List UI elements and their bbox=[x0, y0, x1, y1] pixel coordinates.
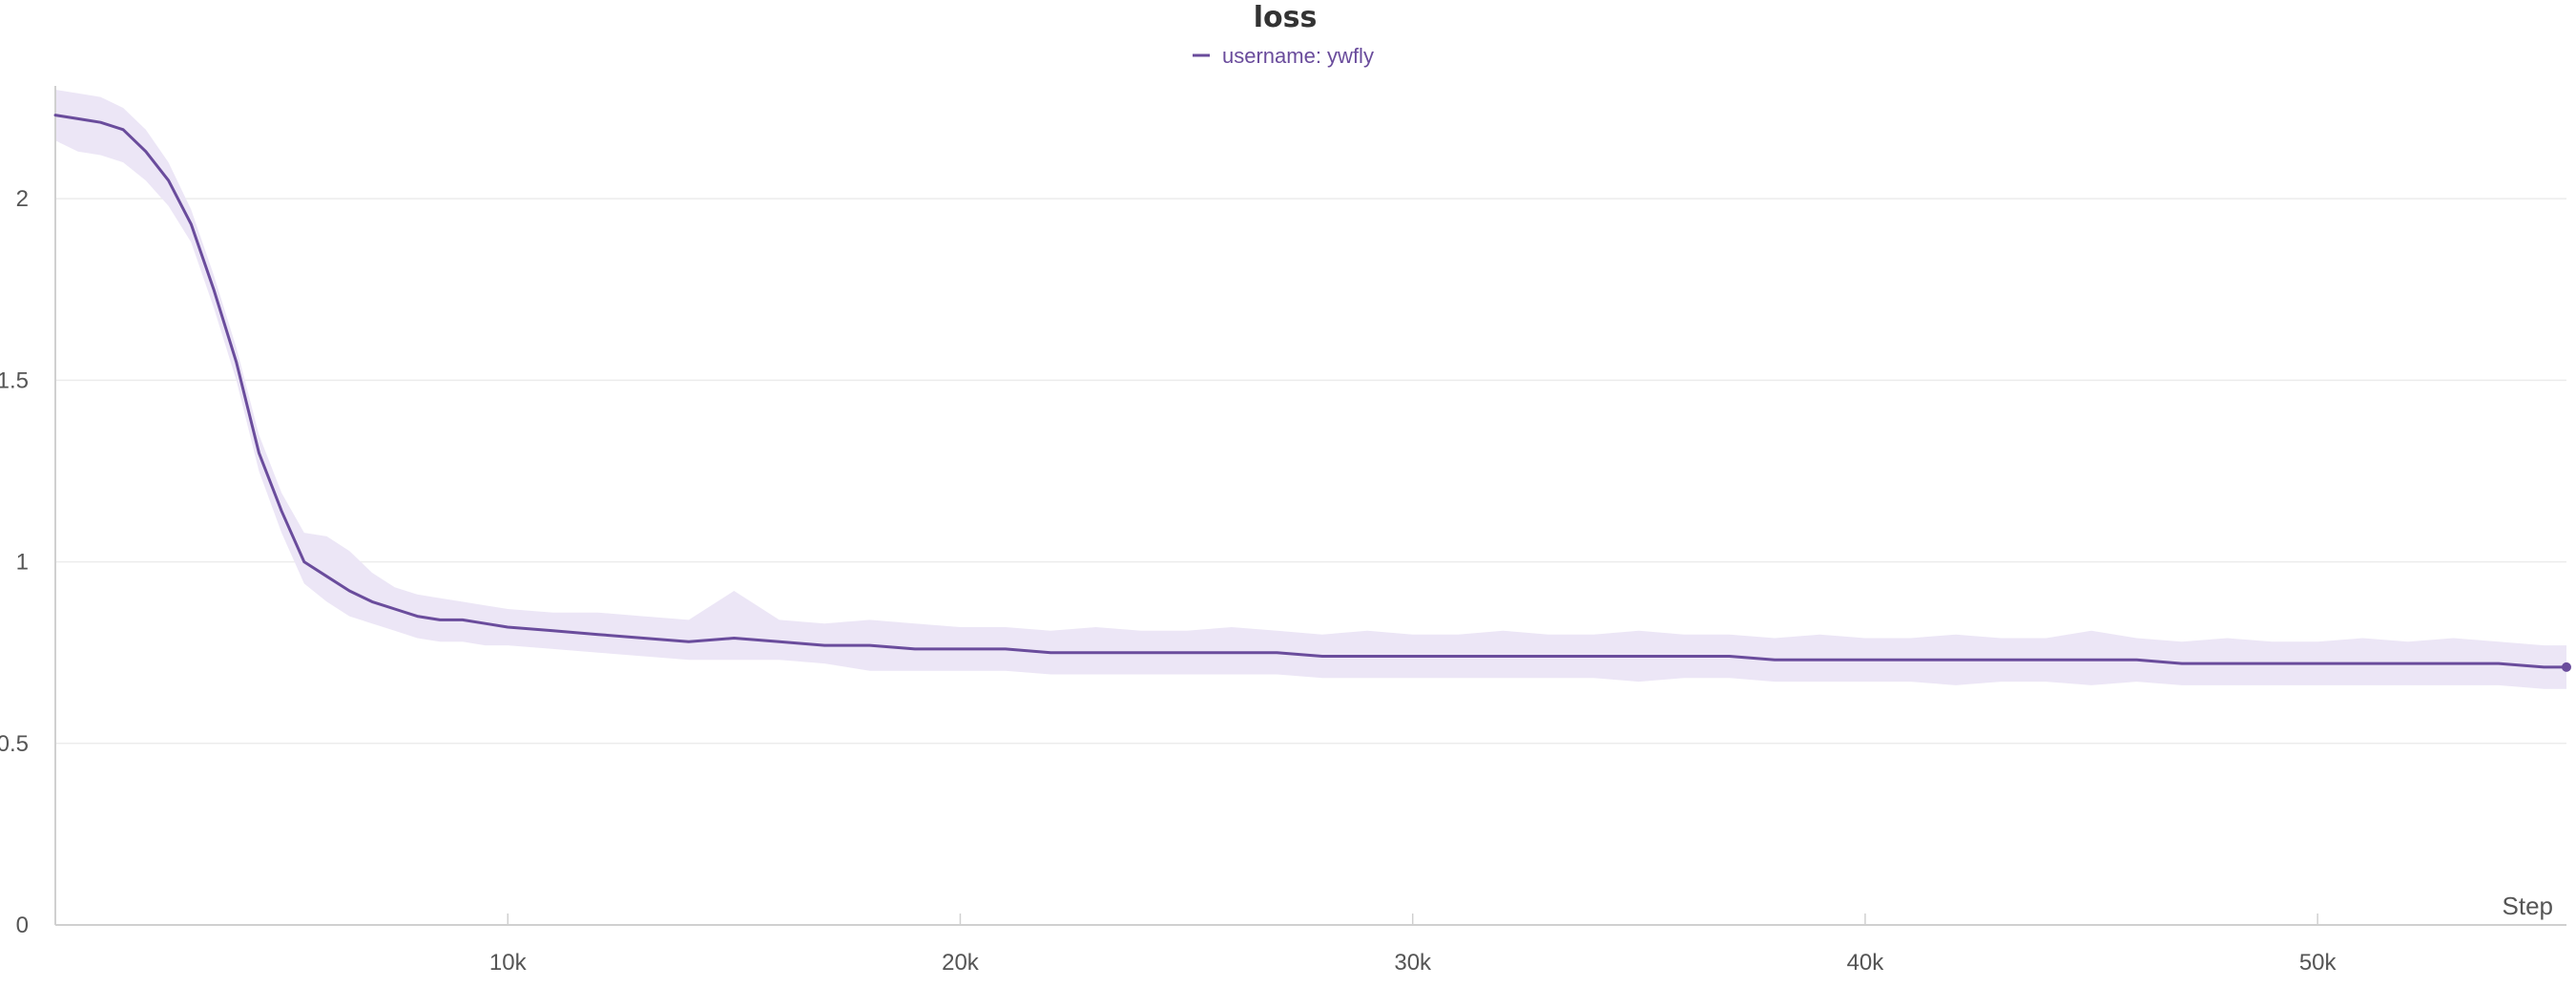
chart-title: loss bbox=[1254, 1, 1318, 34]
tick-layer: 0 0.5 1 1.5 2 10k 20k 30k 40k 50k bbox=[0, 186, 2337, 976]
x-tick-label: 50k bbox=[2299, 950, 2337, 976]
axis-layer bbox=[54, 86, 2566, 926]
y-tick-label: 1 bbox=[16, 550, 29, 576]
series-range-band bbox=[55, 90, 2566, 689]
legend-label: username: ywfly bbox=[1222, 44, 1374, 68]
x-tick-label: 20k bbox=[942, 950, 980, 976]
y-tick-label: 0 bbox=[16, 913, 29, 938]
series-line[interactable] bbox=[53, 114, 2568, 669]
x-tick-label: 30k bbox=[1394, 950, 1432, 976]
grid-layer bbox=[55, 198, 2566, 745]
legend[interactable]: username: ywfly bbox=[1193, 44, 1374, 68]
band-layer bbox=[55, 90, 2566, 689]
y-tick-label: 2 bbox=[16, 186, 29, 212]
series-end-point[interactable] bbox=[2562, 662, 2571, 672]
x-tick-label: 40k bbox=[1847, 950, 1885, 976]
y-tick-label: 1.5 bbox=[0, 368, 29, 393]
x-tick-label: 10k bbox=[489, 950, 528, 976]
line-layer bbox=[53, 114, 2571, 672]
x-axis-label: Step bbox=[2503, 892, 2554, 920]
y-tick-label: 0.5 bbox=[0, 731, 29, 757]
